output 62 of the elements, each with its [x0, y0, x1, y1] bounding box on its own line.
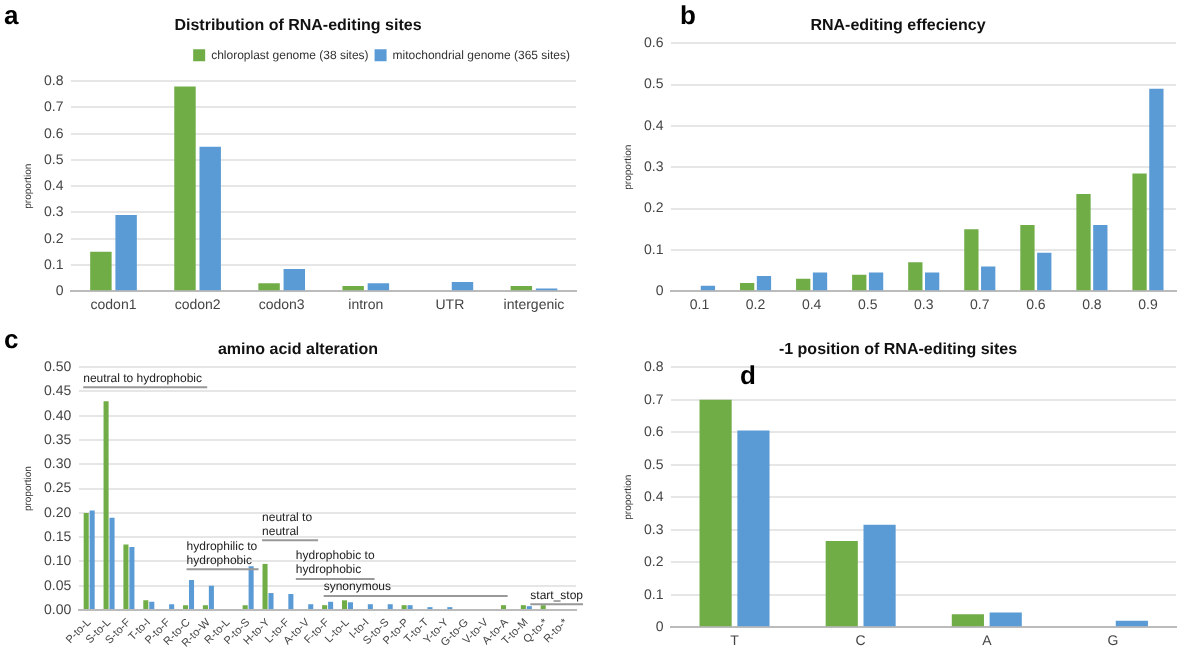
bar [981, 266, 996, 291]
bar [908, 262, 923, 291]
bar [756, 275, 772, 291]
chart-title: amino acid alteration [217, 340, 379, 359]
chart-title: RNA-editing effeciency [810, 16, 987, 35]
bar [989, 612, 1022, 627]
bar [328, 601, 334, 610]
bar [1037, 252, 1052, 291]
bar [123, 544, 129, 610]
bar [924, 272, 940, 291]
bar [174, 86, 196, 291]
text: a [4, 0, 19, 30]
bar [1149, 88, 1164, 291]
bar [699, 399, 732, 627]
bar [129, 546, 135, 610]
chart-title: Distribution of RNA-editing sites [174, 16, 423, 35]
bar [451, 282, 474, 291]
bar [1020, 225, 1035, 291]
text: b [680, 0, 696, 30]
bar [248, 566, 254, 610]
bar [740, 282, 755, 291]
bar [367, 604, 373, 610]
bar [852, 274, 867, 291]
bar [796, 278, 811, 291]
bar [737, 430, 770, 627]
bar [825, 541, 858, 627]
bar [143, 600, 149, 610]
bar [258, 283, 280, 291]
bar [288, 594, 294, 610]
bar [951, 614, 984, 627]
bar [199, 146, 221, 291]
bar [115, 215, 137, 291]
chart-title: -1 position of RNA-editing sites [778, 340, 1019, 359]
bar [1076, 194, 1091, 291]
bar [863, 524, 896, 627]
bar [208, 585, 214, 610]
bar [109, 517, 115, 610]
bar [268, 593, 274, 610]
bar [1093, 225, 1108, 291]
bar [342, 285, 364, 291]
bar [149, 601, 155, 610]
bar [308, 604, 314, 610]
bar [1115, 620, 1148, 627]
bar [367, 283, 390, 291]
bar [89, 510, 95, 610]
bar [812, 272, 828, 291]
bar [283, 268, 306, 291]
bar [347, 602, 354, 610]
text: c [4, 324, 19, 354]
bar [188, 579, 195, 610]
bar [262, 563, 268, 610]
bar [510, 285, 533, 291]
bar [90, 251, 112, 291]
annotation: d [740, 360, 756, 390]
bar [868, 272, 884, 291]
bar [387, 604, 393, 610]
bar [341, 600, 348, 610]
bar [1132, 173, 1147, 291]
bar [964, 229, 979, 291]
bar [103, 401, 109, 610]
bar [83, 512, 89, 610]
bar [169, 604, 175, 610]
